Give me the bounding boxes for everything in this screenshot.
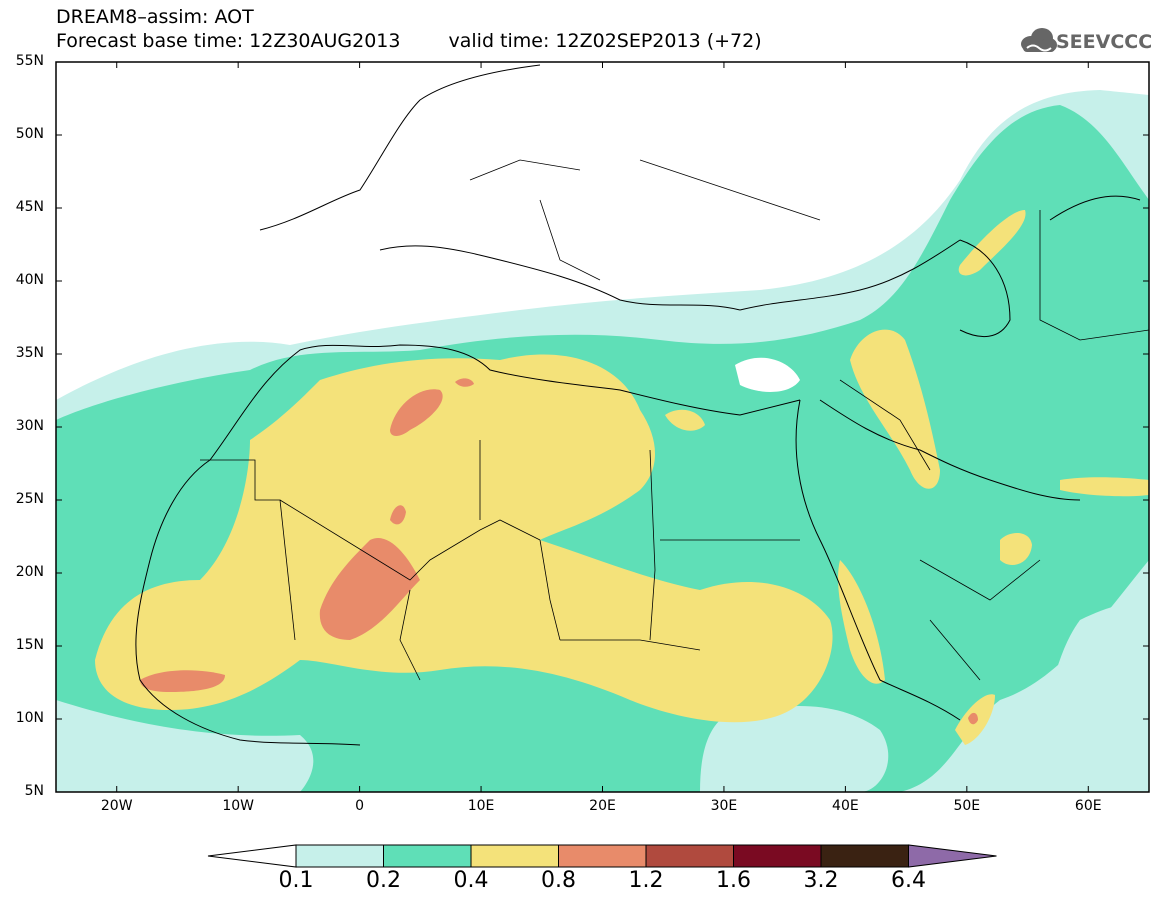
latitude-label: 10N xyxy=(15,710,44,726)
longitude-label: 0 xyxy=(355,798,365,814)
country-borders xyxy=(200,159,1149,681)
colorbar-segment xyxy=(820,844,909,868)
colorbar-label: 6.4 xyxy=(891,868,926,893)
colorbar-segment xyxy=(558,844,647,868)
aot-patch-clear xyxy=(735,357,800,392)
longitude-label: 20E xyxy=(589,798,616,814)
latitude-label: 30N xyxy=(15,418,44,434)
aot-patch-yellow-pak xyxy=(1060,477,1149,497)
aot-band-0.8-b xyxy=(390,389,443,436)
coastlines xyxy=(135,64,1141,746)
colorbar-min-arrow xyxy=(207,844,297,868)
longitude-label: 10W xyxy=(222,798,254,814)
colorbar-segment xyxy=(383,844,472,868)
latitude-label: 35N xyxy=(15,345,44,361)
latitude-label: 50N xyxy=(15,126,44,142)
aot-band-0.8-e xyxy=(455,378,474,387)
logo-text: SEEVCCC xyxy=(1056,31,1153,53)
colorbar-label: 0.8 xyxy=(541,868,576,893)
colorbar-label: 0.1 xyxy=(278,868,314,893)
colorbar-max-arrow xyxy=(908,844,997,868)
aot-patch-yellow-eritrea xyxy=(838,560,885,684)
longitude-label: 60E xyxy=(1074,798,1102,814)
valid-time: valid time: 12Z02SEP2013 (+72) xyxy=(448,30,762,52)
aot-patch-light-1 xyxy=(56,700,314,792)
latitude-label: 45N xyxy=(15,199,44,215)
aot-patch-yellow-caspian xyxy=(958,210,1026,276)
colorbar-segment xyxy=(733,844,822,868)
seevccc-logo xyxy=(1021,28,1057,52)
colorbar-segment xyxy=(295,844,384,868)
map-subtitle: Forecast base time: 12Z30AUG2013 valid ti… xyxy=(56,30,762,52)
latitude-label: 25N xyxy=(15,491,44,507)
aot-band-0.8-d xyxy=(390,505,406,525)
colorbar-label: 1.2 xyxy=(628,868,664,893)
aot-patch-yellow-oman xyxy=(1000,533,1032,565)
latitude-label: 20N xyxy=(15,564,44,580)
latitude-label: 55N xyxy=(15,53,44,69)
colorbar-segment xyxy=(645,844,734,868)
cloud-icon xyxy=(1021,28,1057,52)
aot-patch-light-2 xyxy=(700,706,889,792)
map-title: DREAM8–assim: AOT xyxy=(56,6,254,28)
latitude-label: 5N xyxy=(24,783,44,799)
base-time: Forecast base time: 12Z30AUG2013 xyxy=(56,30,401,52)
aot-patch-yellow-egypt xyxy=(665,409,705,431)
longitude-label: 20W xyxy=(100,798,133,814)
colorbar-label: 1.6 xyxy=(716,868,751,893)
colorbar-label: 3.2 xyxy=(803,868,839,893)
aot-band-0.8-c xyxy=(140,670,225,692)
aot-band-0.4 xyxy=(95,354,833,723)
colorbar-label: 0.4 xyxy=(453,868,489,893)
longitude-label: 30E xyxy=(710,798,738,814)
longitude-label: 40E xyxy=(832,798,859,814)
aot-band-0.8-a xyxy=(319,538,420,640)
colorbar-label: 0.2 xyxy=(366,868,401,893)
aot-field xyxy=(56,64,1149,792)
colorbar-segment xyxy=(470,844,559,868)
tick-marks xyxy=(56,61,1149,793)
aot-patch-light-3 xyxy=(1040,600,1149,792)
latitude-label: 40N xyxy=(15,272,44,288)
longitude-label: 10E xyxy=(467,798,495,814)
aot-band-0.8-f xyxy=(968,712,978,725)
longitude-label: 50E xyxy=(953,798,981,814)
latitude-label: 15N xyxy=(15,637,44,653)
